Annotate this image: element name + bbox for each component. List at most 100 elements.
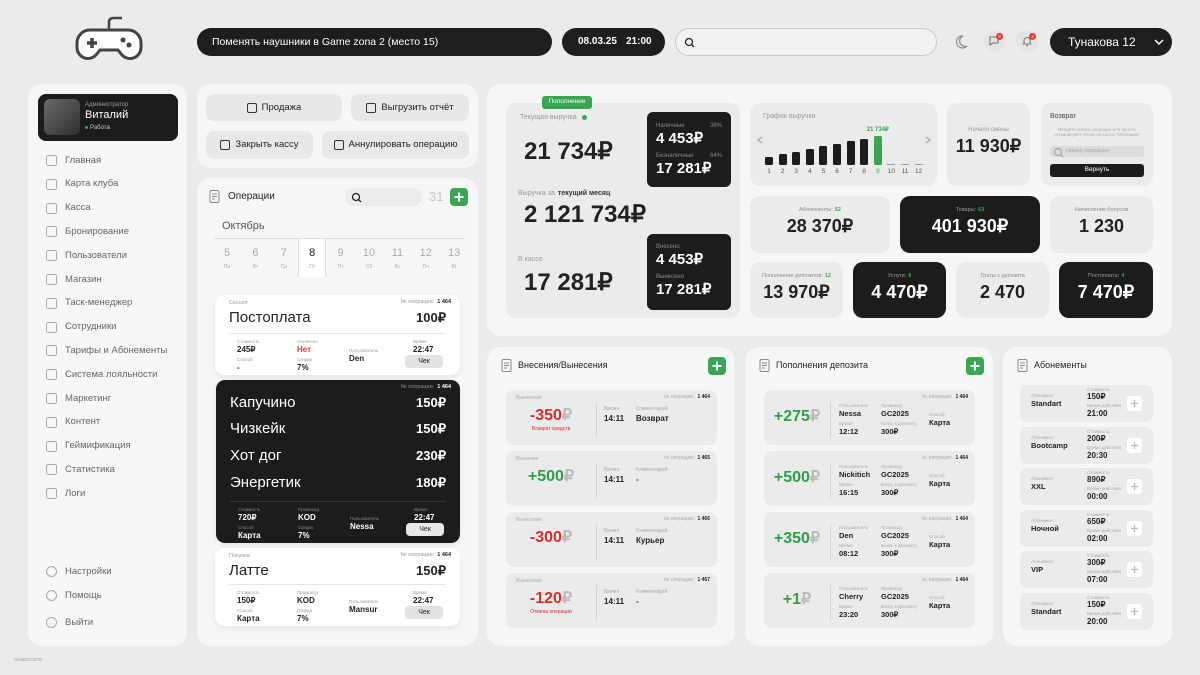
nav-item[interactable]: Выйти <box>65 616 94 628</box>
plus-icon <box>1130 441 1139 450</box>
deposit-amount: +500 ₽ <box>764 470 830 486</box>
day-number[interactable]: 13 <box>448 247 461 259</box>
nav-item[interactable]: Помощь <box>65 589 102 601</box>
nav-item[interactable]: Сотрудники <box>65 321 117 333</box>
nav-item[interactable]: Пользователи <box>65 249 128 261</box>
logo-cord <box>107 16 122 30</box>
nav-icon <box>46 590 57 601</box>
field-value: 720₽ <box>238 513 257 522</box>
receipt-button[interactable]: Чек <box>406 523 444 536</box>
receipt-button[interactable]: Чек <box>405 606 443 619</box>
price-label: Стоимость <box>1087 428 1110 434</box>
chart-next[interactable] <box>925 136 931 144</box>
bell-icon <box>1021 35 1033 47</box>
icon-part <box>46 488 57 500</box>
field-value: 245₽ <box>237 345 256 354</box>
action-button[interactable]: Аннулировать операцию <box>322 131 469 159</box>
field-value: 7% <box>297 614 309 623</box>
icon-part <box>759 359 770 372</box>
register-label: В кассе <box>518 256 543 263</box>
day-number[interactable]: 10 <box>362 247 376 259</box>
nav-icon <box>46 488 57 500</box>
operations-search[interactable] <box>345 188 422 206</box>
entry-amount: +500 ₽ <box>506 469 596 485</box>
cash-value: 4 453₽ <box>656 130 704 147</box>
icon-part <box>46 274 57 285</box>
item-price: 230₽ <box>416 447 446 463</box>
nav-item[interactable]: Настройки <box>65 565 112 577</box>
field-label: Пользователь <box>349 599 379 604</box>
operation-type: Сессия <box>229 300 248 306</box>
theme-toggle[interactable] <box>953 34 969 50</box>
op-label: № операции: <box>400 299 435 305</box>
nav-item[interactable]: Касса <box>65 202 91 214</box>
icon-part <box>46 566 57 577</box>
icon-part <box>1017 359 1028 372</box>
name-label: Абонемент <box>1031 517 1055 523</box>
day-number[interactable]: 6 <box>252 247 259 259</box>
add-button[interactable] <box>966 357 984 375</box>
topup-badge: Пополнение <box>542 96 592 109</box>
receipt-button[interactable]: Чек <box>405 355 443 368</box>
refund-input[interactable] <box>1050 146 1144 157</box>
card-divider <box>229 584 446 585</box>
operation-card <box>216 380 460 543</box>
nav-item[interactable]: Карта клуба <box>65 178 119 190</box>
club-select[interactable] <box>1050 28 1172 56</box>
add-button[interactable] <box>708 357 726 375</box>
icon-part <box>925 136 931 144</box>
receipt-label: Чек <box>419 526 431 533</box>
nav-item[interactable]: Статистика <box>65 463 115 475</box>
search-field[interactable] <box>675 28 937 56</box>
nav-item[interactable]: Геймификация <box>65 440 131 452</box>
day-number[interactable]: 8 <box>309 247 316 259</box>
search-icon <box>1053 147 1064 158</box>
deposit-field-label: Промокод <box>881 403 902 408</box>
amount-value: -120 <box>529 590 562 607</box>
deposit-field-value: Cherry <box>839 592 864 601</box>
refund-button[interactable]: Вернуть <box>1050 164 1144 177</box>
add-button[interactable] <box>450 188 468 206</box>
revenue-bar <box>765 156 773 165</box>
deposit-field-label: Время <box>839 421 853 426</box>
logo <box>75 16 143 60</box>
day-number[interactable]: 7 <box>280 247 287 259</box>
action-button[interactable]: Продажа <box>206 94 342 121</box>
icon-part <box>46 178 57 190</box>
day-weekday: Вт <box>252 264 259 270</box>
deposit-entry <box>764 512 975 567</box>
nav-item[interactable]: Контент <box>65 416 101 428</box>
date: 08.03.25 <box>578 36 617 47</box>
nav-item[interactable]: Тарифы и Абонементы <box>65 344 168 356</box>
deposit-field-label: Бонус к депозиту <box>881 421 917 426</box>
icon-part <box>46 345 57 357</box>
day-number[interactable]: 11 <box>391 247 404 259</box>
nav-item[interactable]: Система лояльности <box>65 368 158 380</box>
day-number[interactable]: 9 <box>337 247 344 259</box>
icon-part <box>46 155 57 166</box>
icon-part <box>46 250 57 262</box>
icon-part <box>220 140 231 150</box>
op-number: 1 464 <box>697 394 710 400</box>
plus-icon <box>1130 565 1139 574</box>
nav-item[interactable]: Магазин <box>65 273 102 285</box>
action-button[interactable]: Закрыть кассу <box>206 131 313 159</box>
day-number[interactable]: 5 <box>223 247 231 259</box>
nav-item[interactable]: Таск-менеджер <box>65 297 133 309</box>
plus-icon <box>1130 482 1139 491</box>
chart-prev[interactable] <box>757 136 763 144</box>
nav-item[interactable]: Маркетинг <box>65 392 112 404</box>
icon-part <box>366 102 377 113</box>
action-button[interactable]: Выгрузить отчёт <box>351 94 469 121</box>
search-icon <box>351 192 362 203</box>
day-number[interactable]: 12 <box>419 247 432 259</box>
plus-icon <box>1130 524 1139 533</box>
nav-item[interactable]: Главная <box>65 154 102 166</box>
entry-divider <box>830 524 831 560</box>
nav-item[interactable]: Бронирование <box>65 225 129 237</box>
operation-number: № операции: 1 464 <box>400 299 451 306</box>
op-label: № операции: <box>922 577 953 583</box>
amount-currency: ₽ <box>809 469 821 486</box>
nav-item[interactable]: Логи <box>65 487 86 499</box>
icon-part <box>1131 524 1138 532</box>
